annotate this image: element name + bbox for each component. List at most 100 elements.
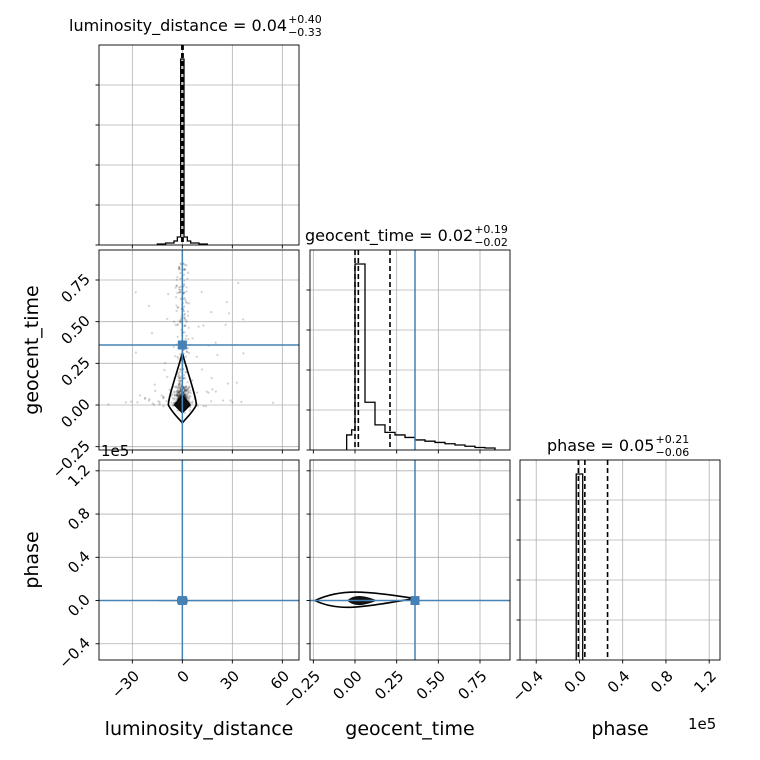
sample-point	[186, 390, 189, 393]
sample-point	[168, 388, 171, 391]
sample-point	[176, 375, 179, 378]
sample-point	[183, 389, 186, 392]
sample-point	[134, 291, 137, 294]
sample-point	[184, 395, 187, 398]
sample-point	[176, 386, 179, 389]
offset-label-phase-y: 1e5	[101, 442, 129, 460]
sample-point	[177, 395, 181, 398]
sample-point	[183, 393, 186, 396]
title-luminosity_distance: luminosity_distance = 0.04 +0.40−0.33	[69, 13, 322, 39]
sample-point	[186, 395, 189, 398]
sample-point	[176, 389, 180, 392]
sample-point	[176, 396, 179, 399]
sample-point	[183, 283, 186, 286]
grid-geocent_time-geocent_time	[310, 250, 510, 450]
sample-point	[184, 377, 187, 380]
sample-point	[196, 404, 199, 407]
sample-point	[143, 396, 147, 399]
xlabel-phase: phase	[591, 718, 648, 740]
sample-point	[187, 338, 190, 341]
sample-point	[183, 318, 186, 321]
tick-label-y-phase: 0.0	[64, 591, 94, 621]
panel-geocent_time-luminosity_distance	[98, 249, 300, 451]
sample-point	[184, 268, 187, 271]
sample-point	[175, 285, 178, 288]
sample-point	[178, 386, 181, 389]
sample-point	[183, 268, 186, 272]
sample-point	[184, 394, 187, 397]
sample-point	[204, 405, 208, 408]
sample-point	[179, 389, 182, 392]
sample-point	[178, 387, 181, 390]
sample-point	[185, 396, 189, 399]
sample-point	[202, 405, 205, 408]
title-phase: phase = 0.05 +0.21−0.06	[547, 433, 689, 459]
sample-point	[200, 290, 203, 294]
tick-label-x-phase: 0.8	[647, 667, 677, 697]
histogram-geocent_time	[346, 263, 496, 450]
sample-point	[179, 390, 182, 393]
sample-point	[143, 397, 147, 400]
sample-point	[178, 267, 181, 270]
sample-point	[229, 399, 232, 402]
sample-point	[171, 396, 174, 399]
sample-point	[171, 404, 175, 407]
histogram-phase	[575, 473, 584, 660]
sample-point	[178, 383, 181, 386]
sample-point	[186, 388, 189, 391]
grid-phase-geocent_time	[310, 460, 510, 660]
sample-point	[201, 368, 204, 371]
sample-point	[177, 394, 181, 397]
sample-point	[211, 388, 214, 391]
sample-point	[186, 277, 189, 280]
sample-point	[179, 390, 182, 393]
sample-point	[171, 393, 174, 396]
sample-point	[187, 392, 190, 395]
sample-point	[178, 376, 181, 380]
sample-point	[178, 268, 181, 271]
grid-geocent_time-luminosity_distance	[99, 250, 299, 450]
sample-point	[177, 390, 180, 393]
tick-label-y-phase: −0.4	[55, 634, 93, 672]
sample-point	[182, 386, 185, 389]
sample-point	[175, 392, 178, 396]
sample-point	[179, 392, 182, 395]
sample-point	[176, 393, 179, 396]
sample-point	[166, 317, 169, 320]
sample-point	[185, 350, 188, 353]
sample-point	[184, 324, 187, 327]
sample-point	[175, 309, 178, 312]
sample-point	[179, 291, 182, 294]
sample-point	[183, 297, 186, 300]
sample-point	[182, 377, 185, 380]
sample-point	[179, 388, 182, 391]
sample-point	[176, 276, 179, 279]
sample-point	[173, 390, 176, 393]
sample-point	[183, 324, 186, 327]
sample-point	[172, 345, 175, 348]
truth-marker-phase-geocent_time	[410, 596, 420, 606]
sample-point	[185, 334, 188, 337]
sample-point	[175, 284, 178, 287]
sample-point	[178, 394, 181, 398]
sample-point	[148, 398, 151, 401]
sample-point	[183, 314, 186, 317]
sample-point	[188, 385, 191, 388]
sample-point	[174, 355, 177, 358]
sample-point	[177, 391, 180, 394]
sample-point	[183, 390, 186, 393]
sample-point	[107, 403, 110, 406]
panel-phase-phase	[519, 459, 721, 661]
sample-point	[187, 302, 191, 305]
title-text-phase: phase = 0.05	[547, 436, 654, 455]
sample-point	[176, 291, 179, 295]
sample-point	[183, 393, 186, 396]
sample-point	[177, 393, 180, 396]
xlabel-luminosity_distance: luminosity_distance	[105, 718, 294, 740]
sample-point	[178, 391, 181, 395]
sample-point	[147, 304, 150, 307]
sample-point	[184, 389, 187, 392]
sample-point	[184, 371, 187, 374]
grid-layer	[99, 45, 720, 660]
sample-point	[184, 386, 187, 389]
